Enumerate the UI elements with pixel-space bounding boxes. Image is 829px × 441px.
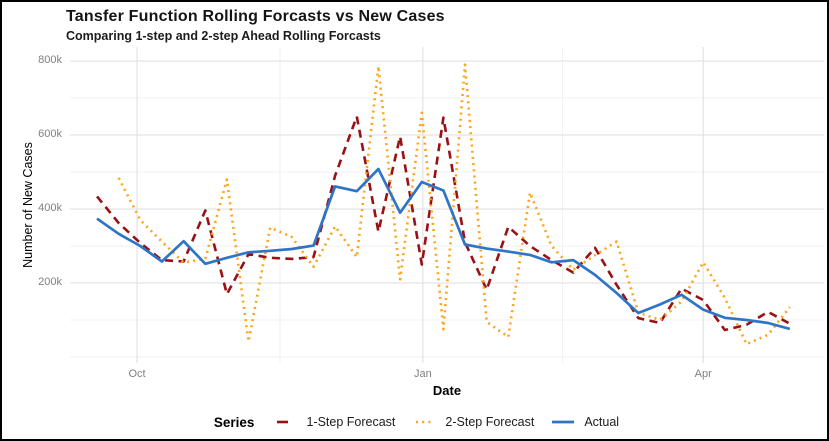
series-line-1-step-forecast xyxy=(95,115,791,332)
chart-subtitle: Comparing 1-step and 2-step Ahead Rollin… xyxy=(66,29,381,43)
y-tick-label: 400k xyxy=(38,202,62,214)
legend-label: 2-Step Forecast xyxy=(445,415,535,429)
legend-item-actual: Actual xyxy=(550,415,619,429)
legend-label: 1-Step Forecast xyxy=(306,415,396,429)
legend-title: Series xyxy=(213,414,255,430)
legend-item-1-step-forecast: 1-Step Forecast xyxy=(272,415,395,429)
legend-key-dotted-line-icon xyxy=(416,420,433,424)
y-axis-title: Number of New Cases xyxy=(21,142,35,268)
x-tick-label: Oct xyxy=(128,368,146,380)
legend-key-dashed-line-icon xyxy=(277,420,294,424)
x-tick-label: Jan xyxy=(413,368,432,380)
series-line-2-step-forecast xyxy=(117,63,791,346)
chart-title: Tansfer Function Rolling Forcasts vs New… xyxy=(66,8,445,25)
y-tick-label: 200k xyxy=(38,276,62,288)
y-tick-label: 600k xyxy=(38,128,62,140)
y-tick-label: 800k xyxy=(38,54,62,66)
legend-label: Actual xyxy=(584,415,620,429)
legend-key-solid-line-icon xyxy=(552,420,575,424)
series-line-actual xyxy=(96,167,791,331)
legend: Series 1-Step Forecast 2-Step Forecast Act… xyxy=(2,408,827,436)
legend-items: 1-Step Forecast 2-Step Forecast Actual xyxy=(272,415,619,429)
legend-item-2-step-forecast: 2-Step Forecast xyxy=(411,415,534,429)
x-axis-title: Date xyxy=(432,383,462,398)
x-tick-label: Apr xyxy=(694,368,712,380)
